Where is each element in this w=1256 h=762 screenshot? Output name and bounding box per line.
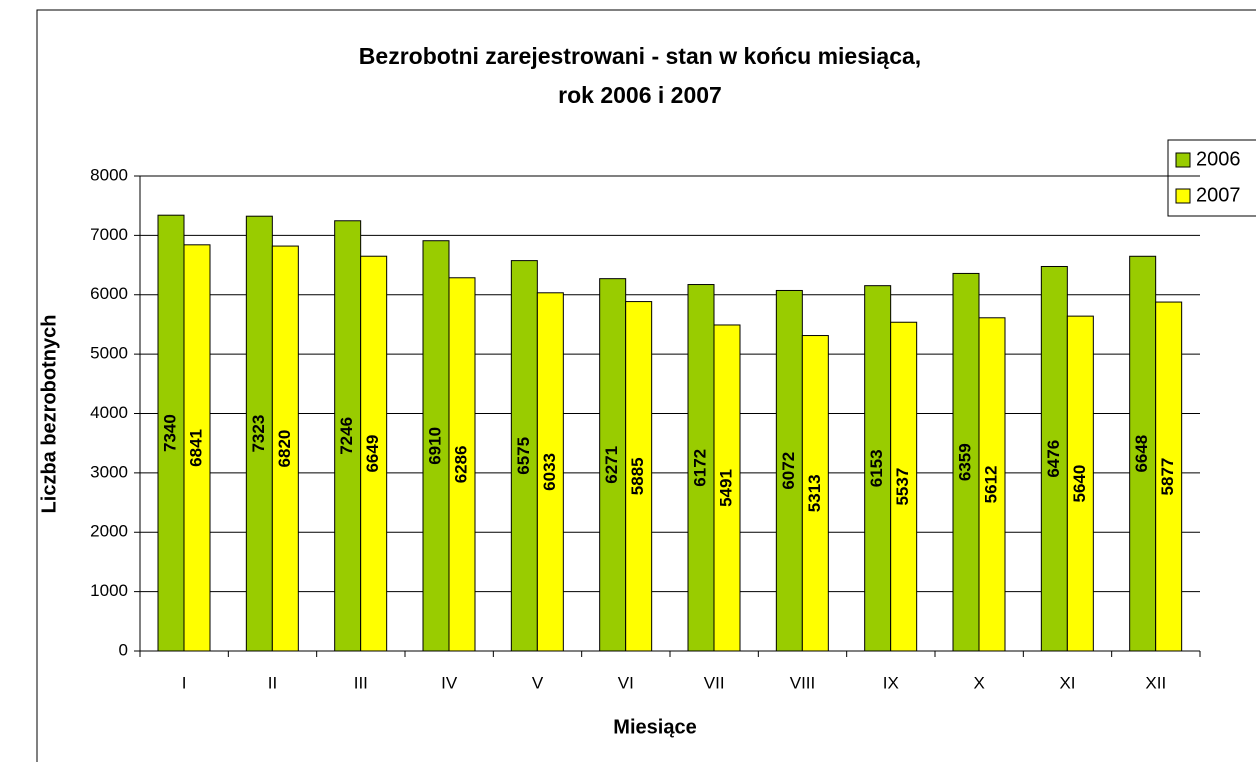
bar [157, 214, 185, 652]
bar [360, 255, 388, 652]
y-tick-label: 3000 [90, 462, 128, 481]
bar [183, 244, 211, 652]
value-label: 5491 [716, 469, 735, 507]
value-label: 7323 [249, 415, 268, 453]
value-label: 5612 [981, 465, 1000, 503]
legend-swatch [1175, 188, 1191, 204]
x-tick-label: VIII [790, 673, 816, 692]
bar [713, 324, 741, 652]
value-label: 5640 [1070, 465, 1089, 503]
value-label: 6072 [779, 452, 798, 490]
y-tick-label: 1000 [90, 581, 128, 600]
value-label: 6649 [363, 435, 382, 473]
value-label: 6153 [867, 449, 886, 487]
legend-swatch [1175, 152, 1191, 168]
x-tick-label: XII [1145, 673, 1166, 692]
value-label: 6575 [514, 437, 533, 475]
legend-label: 2007 [1196, 184, 1241, 206]
value-label: 6271 [602, 446, 621, 484]
x-tick-label: I [182, 673, 187, 692]
value-label: 6359 [955, 443, 974, 481]
bar [625, 301, 653, 652]
y-tick-label: 7000 [90, 225, 128, 244]
value-label: 6648 [1132, 435, 1151, 473]
y-tick-label: 0 [119, 640, 128, 659]
y-axis-title: Liczba bezrobotnych [38, 315, 60, 514]
y-tick-label: 4000 [90, 403, 128, 422]
y-tick-label: 6000 [90, 284, 128, 303]
x-tick-label: II [268, 673, 277, 692]
x-tick-label: IV [441, 673, 458, 692]
x-tick-label: V [532, 673, 544, 692]
bar [245, 215, 273, 652]
y-tick-label: 2000 [90, 522, 128, 541]
bar [1155, 301, 1183, 652]
bar [890, 321, 918, 652]
value-label: 5885 [628, 457, 647, 495]
x-tick-label: VII [704, 673, 725, 692]
bar [775, 289, 803, 652]
value-label: 5537 [893, 468, 912, 506]
bar [952, 272, 980, 652]
value-label: 5313 [805, 474, 824, 512]
bar [271, 245, 299, 652]
bar [801, 335, 829, 652]
y-tick-label: 5000 [90, 344, 128, 363]
value-label: 6286 [451, 445, 470, 483]
x-tick-label: IX [883, 673, 899, 692]
value-label: 6910 [425, 427, 444, 465]
value-label: 6172 [690, 449, 709, 487]
bar [334, 220, 362, 652]
value-label: 6841 [186, 429, 205, 467]
y-tick-label: 8000 [90, 165, 128, 184]
x-tick-label: XI [1059, 673, 1075, 692]
x-tick-label: X [973, 673, 984, 692]
bar [1066, 315, 1094, 652]
chart-title: Bezrobotni zarejestrowani - stan w końcu… [359, 43, 921, 69]
x-axis-title: Miesiące [613, 716, 696, 738]
bar [1129, 255, 1157, 652]
value-label: 6476 [1044, 440, 1063, 478]
bar [536, 292, 564, 652]
value-label: 5877 [1158, 458, 1177, 496]
value-label: 7246 [337, 417, 356, 455]
value-label: 7340 [160, 414, 179, 452]
bar [978, 317, 1006, 652]
value-label: 6820 [275, 430, 294, 468]
x-tick-label: VI [618, 673, 634, 692]
value-label: 6033 [540, 453, 559, 491]
bar [1040, 265, 1068, 652]
chart-title: rok 2006 i 2007 [558, 82, 722, 108]
bar [510, 260, 538, 652]
x-tick-label: III [354, 673, 368, 692]
bar [687, 284, 715, 652]
legend-label: 2006 [1196, 148, 1241, 170]
bar [448, 277, 476, 652]
